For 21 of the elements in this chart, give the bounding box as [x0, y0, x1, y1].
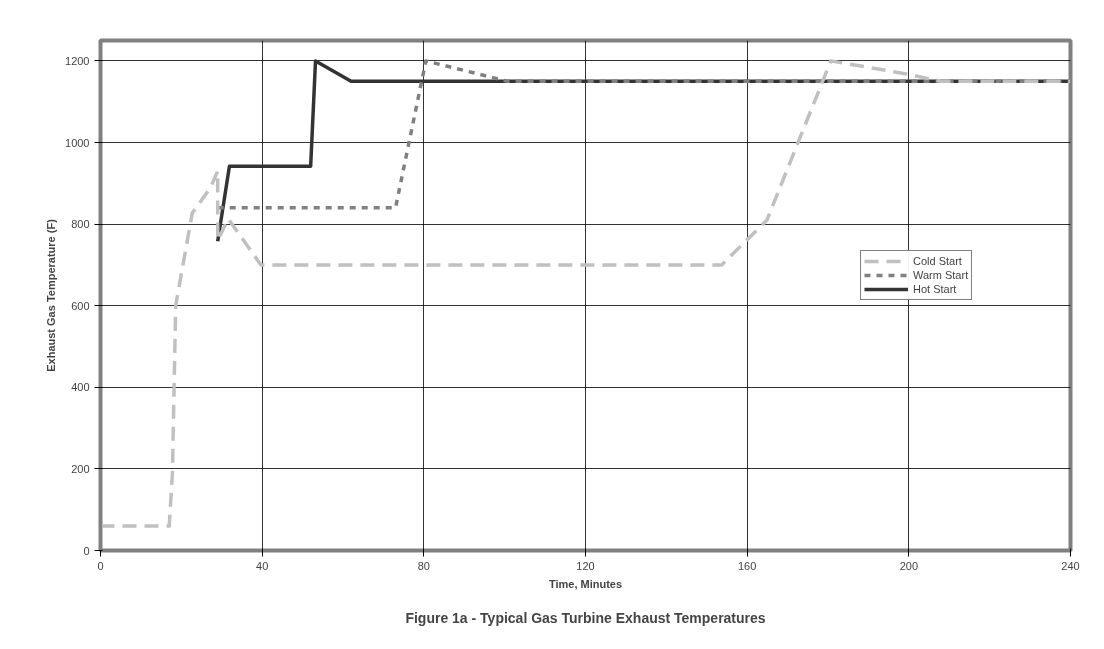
- y-tick-label: 1000: [65, 136, 90, 149]
- legend-label: Cold Start: [913, 254, 962, 268]
- y-tick-label: 800: [71, 218, 90, 231]
- y-axis-title: Exhaust Gas Temperature (F): [45, 218, 58, 372]
- x-tick-label: 160: [737, 559, 757, 572]
- y-tick-label: 400: [71, 381, 90, 394]
- x-tick-label: 120: [576, 559, 595, 572]
- legend-label: Warm Start: [913, 268, 969, 282]
- y-tick-label: 200: [71, 462, 90, 475]
- x-tick-label: 80: [417, 559, 430, 572]
- x-tick-label: 200: [899, 559, 919, 572]
- x-tick-label: 40: [256, 559, 269, 572]
- text: Figure 1a - Typical Gas Turbine Exhaust Temperatures: [405, 609, 766, 626]
- y-tick-label: 1200: [65, 54, 90, 67]
- x-axis-title: Time, Minutes: [548, 577, 623, 590]
- line-series: [100, 59, 1071, 528]
- y-tick-label: 0: [83, 544, 90, 557]
- x-tick-label: 240: [1061, 559, 1080, 572]
- x-tick-label: 0: [97, 559, 104, 572]
- legend-label: Hot Start: [913, 282, 957, 296]
- y-tick-label: 600: [71, 299, 90, 312]
